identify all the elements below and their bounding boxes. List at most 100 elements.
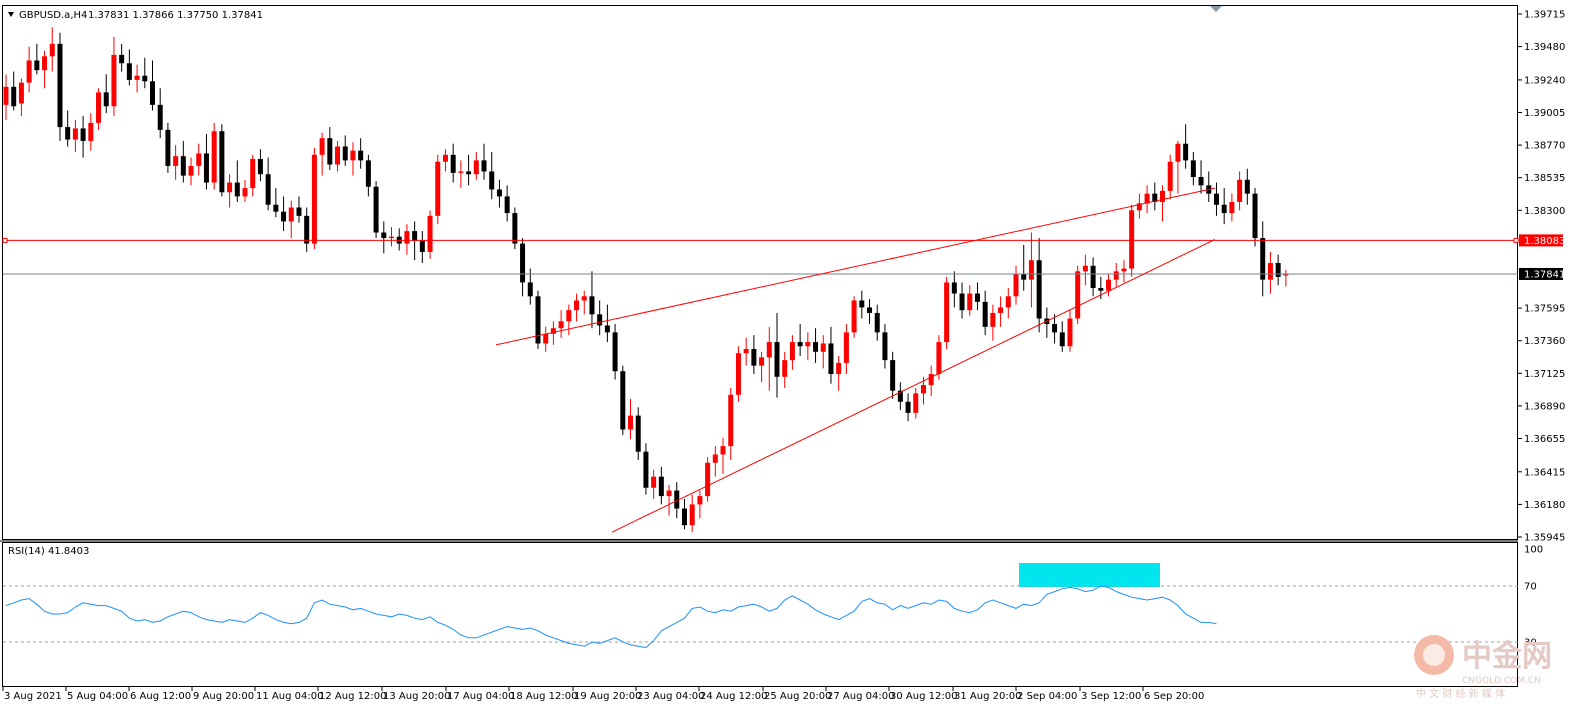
candle-body bbox=[944, 282, 950, 343]
candle bbox=[905, 393, 911, 422]
chart-menu-triangle-icon[interactable] bbox=[8, 12, 14, 17]
candle-body bbox=[789, 342, 795, 361]
candle-body bbox=[196, 153, 202, 166]
cngold-watermark: 中金网 CNGOLD.COM.CN 中 文 财 经 新 媒 体 bbox=[1414, 635, 1552, 700]
candle-body bbox=[1229, 201, 1235, 214]
candle-body bbox=[543, 333, 549, 344]
candle-body bbox=[203, 153, 209, 183]
price-axis: 1.39715 1.39480 1.39240 1.39005 1.38770 1.385… bbox=[1518, 10, 1565, 544]
candle-body bbox=[1237, 179, 1243, 202]
time-tick-label: 31 Aug 20:00 bbox=[954, 691, 1021, 702]
candle-body bbox=[581, 296, 587, 301]
candle-body bbox=[65, 127, 71, 140]
candle-body bbox=[1167, 161, 1173, 191]
candle bbox=[974, 282, 980, 311]
candle bbox=[813, 328, 819, 363]
candle-body bbox=[96, 92, 102, 123]
candle bbox=[49, 27, 55, 72]
rsi-level-label: 30 bbox=[1524, 638, 1537, 649]
candle bbox=[466, 154, 472, 186]
candle-body bbox=[859, 300, 865, 308]
candle-body bbox=[57, 43, 63, 128]
candle-body bbox=[566, 310, 572, 322]
candle bbox=[80, 115, 86, 158]
rsi-levels: 100 70 30 bbox=[3, 545, 1543, 649]
candle-body bbox=[828, 343, 834, 374]
rsi-label: RSI(14) 41.8403 bbox=[8, 546, 89, 557]
candle bbox=[1113, 263, 1119, 287]
level-handle-right[interactable] bbox=[1513, 237, 1519, 243]
scroll-marker-icon[interactable] bbox=[1210, 6, 1222, 12]
rsi-highlight-box bbox=[1019, 563, 1160, 587]
candle-body bbox=[982, 301, 988, 327]
candle-body bbox=[1075, 271, 1081, 319]
candles bbox=[3, 27, 1289, 533]
candle-body bbox=[373, 186, 379, 233]
candle-body bbox=[49, 43, 55, 57]
candle bbox=[281, 196, 287, 232]
candle bbox=[712, 446, 718, 477]
candle bbox=[1167, 154, 1173, 200]
candle bbox=[867, 299, 873, 325]
candle-body bbox=[751, 349, 757, 366]
lower-trendline[interactable] bbox=[611, 238, 1216, 533]
candle bbox=[1044, 307, 1050, 338]
candle-body bbox=[674, 490, 680, 509]
candle-body bbox=[88, 122, 94, 141]
candle-body bbox=[257, 158, 263, 175]
time-tick-label: 23 Aug 04:00 bbox=[637, 691, 704, 702]
candle-body bbox=[890, 360, 896, 391]
candle bbox=[134, 64, 140, 93]
candle bbox=[496, 179, 502, 208]
candle bbox=[335, 140, 341, 172]
horizontal-levels: 1.38083 1.37841 bbox=[2, 234, 1565, 280]
time-tick-label: 19 Aug 20:00 bbox=[574, 691, 641, 702]
candle-body bbox=[142, 75, 148, 82]
candle bbox=[88, 113, 94, 151]
candle bbox=[967, 285, 973, 316]
candle-body bbox=[1221, 204, 1227, 214]
candle bbox=[103, 74, 109, 114]
candle bbox=[1067, 310, 1073, 352]
candle bbox=[1036, 238, 1042, 333]
candle-body bbox=[1275, 263, 1281, 277]
candle bbox=[173, 145, 179, 180]
candle-body bbox=[1183, 143, 1189, 161]
time-axis: 3 Aug 2021 5 Aug 04:00 6 Aug 12:00 9 Aug 20… bbox=[2, 687, 1204, 702]
candle-body bbox=[219, 131, 225, 193]
candle-body bbox=[149, 81, 155, 105]
candle-body bbox=[1106, 279, 1112, 291]
candle bbox=[828, 326, 834, 384]
candle-body bbox=[103, 92, 109, 107]
level-handle-left[interactable] bbox=[2, 237, 8, 243]
candle bbox=[1237, 171, 1243, 211]
candle bbox=[759, 351, 765, 383]
upper-trendline[interactable] bbox=[495, 187, 1216, 346]
candle-body bbox=[26, 60, 32, 83]
trendlines[interactable] bbox=[495, 187, 1216, 533]
candle bbox=[766, 326, 772, 391]
candle-body bbox=[666, 490, 672, 497]
candle-body bbox=[512, 213, 518, 244]
candle bbox=[805, 332, 811, 361]
candle-body bbox=[643, 451, 649, 488]
candle-body bbox=[1129, 210, 1135, 269]
candle-body bbox=[1021, 274, 1027, 280]
candle-body bbox=[80, 128, 86, 141]
candle-body bbox=[743, 349, 749, 354]
candle-body bbox=[281, 211, 287, 222]
time-tick-label: 12 Aug 12:00 bbox=[319, 691, 386, 702]
candle bbox=[365, 154, 371, 197]
candle bbox=[998, 296, 1004, 327]
candle-body bbox=[728, 394, 734, 447]
candle bbox=[288, 200, 294, 239]
time-tick-label: 11 Aug 04:00 bbox=[256, 691, 323, 702]
time-tick-label: 13 Aug 20:00 bbox=[383, 691, 450, 702]
price-tick-label: 1.39480 bbox=[1524, 42, 1565, 53]
candle-body bbox=[874, 312, 880, 333]
candle bbox=[782, 351, 788, 388]
price-tick-label: 1.38300 bbox=[1524, 206, 1565, 217]
candle-body bbox=[18, 82, 24, 104]
candle-body bbox=[1175, 143, 1181, 162]
